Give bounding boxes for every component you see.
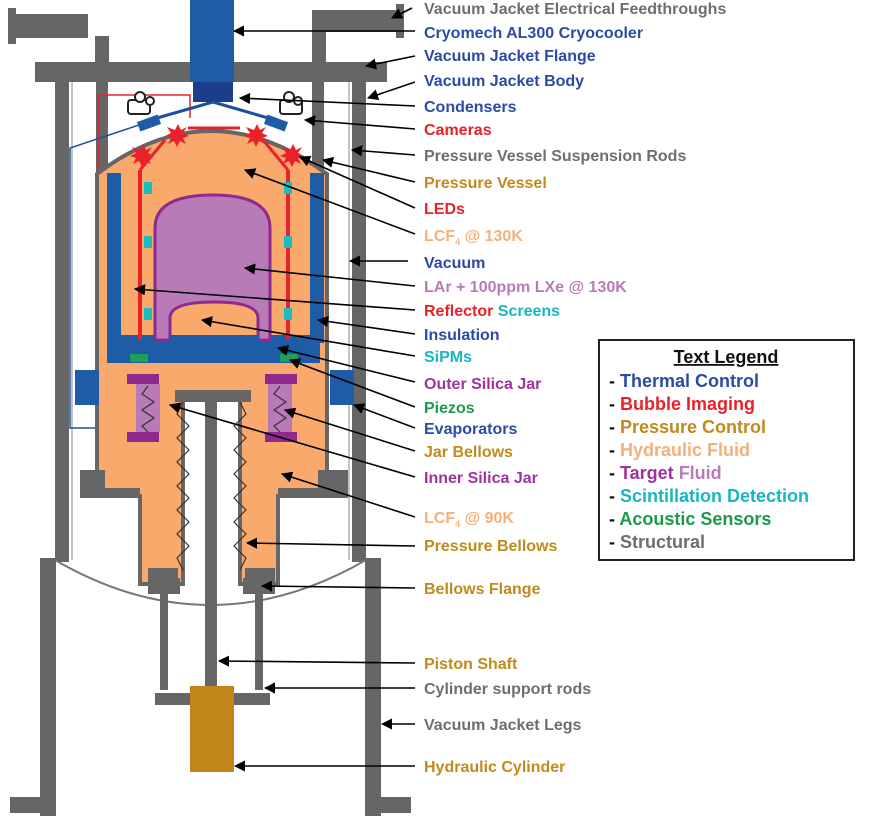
label-cameras: Cameras: [424, 122, 492, 139]
label-cylinder-rods: Cylinder support rods: [424, 681, 591, 698]
label-hydraulic-cylinder: Hydraulic Cylinder: [424, 759, 565, 776]
legend-item-pressure: - Pressure Control: [609, 417, 766, 437]
label-sipms: SiPMs: [424, 349, 472, 366]
label-bellows-flange: Bellows Flange: [424, 581, 541, 598]
label-jacket-body: Vacuum Jacket Body: [424, 73, 584, 90]
pressure-bellows: [176, 401, 247, 571]
legend-item-structural: - Structural: [609, 532, 705, 552]
label-condensers: Condensers: [424, 99, 517, 116]
cryocooler: [149, 0, 276, 122]
leader-arrows: [133, 7, 416, 772]
outer-silica-jar: [153, 193, 272, 363]
jacket-body-left: [55, 82, 69, 562]
label-lcf4-130: LCF4 @ 130K: [424, 228, 523, 247]
label-outer-jar: Outer Silica Jar: [424, 376, 541, 393]
label-suspension-rods: Pressure Vessel Suspension Rods: [424, 148, 686, 165]
label-leds: LEDs: [424, 201, 465, 218]
legend-item-thermal: - Thermal Control: [609, 371, 759, 391]
label-piezos: Piezos: [424, 400, 475, 417]
vacuum-jacket: [8, 4, 411, 816]
suspension-rod-supports: [96, 82, 324, 172]
leds: [130, 124, 304, 167]
label-pressure-vessel: Pressure Vessel: [424, 175, 547, 192]
label-insulation: Insulation: [424, 327, 500, 344]
camera-right: [279, 91, 303, 115]
label-lcf4-90: LCF4 @ 90K: [424, 510, 514, 529]
camera-left: [127, 91, 155, 115]
legend-item-acoustic: - Acoustic Sensors: [609, 509, 771, 529]
bellows-flange-right: [245, 568, 275, 580]
legend-item-imaging: - Bubble Imaging: [609, 394, 755, 414]
legend-title: Text Legend: [674, 347, 779, 367]
jacket-leg-left: [40, 558, 56, 816]
piston-assembly: [155, 390, 270, 772]
condensers: [136, 114, 289, 132]
inner-silica-jar: [168, 300, 260, 342]
label-lar-lxe: LAr + 100ppm LXe @ 130K: [424, 279, 627, 296]
jacket-body-right: [352, 82, 366, 562]
label-cryocooler: Cryomech AL300 Cryocooler: [424, 25, 643, 42]
legend-item-hydraulic: - Hydraulic Fluid: [609, 440, 750, 460]
text-legend: Text Legend - Thermal Control - Bubble I…: [598, 339, 855, 561]
label-evaporators: Evaporators: [424, 421, 517, 438]
label-reflector-screens: Reflector Screens: [424, 303, 560, 320]
piezos: [130, 354, 298, 362]
label-vacuum: Vacuum: [424, 255, 485, 272]
label-pressure-bellows: Pressure Bellows: [424, 538, 558, 555]
label-piston-shaft: Piston Shaft: [424, 656, 518, 673]
bellows-flange-left: [148, 568, 178, 580]
feedthrough-right: [312, 10, 400, 32]
label-inner-jar: Inner Silica Jar: [424, 470, 538, 487]
label-jar-bellows: Jar Bellows: [424, 444, 513, 461]
label-jacket-flange: Vacuum Jacket Flange: [424, 48, 596, 65]
legend-item-target: - Target Fluid: [609, 463, 722, 483]
label-feedthroughs: Vacuum Jacket Electrical Feedthroughs: [424, 1, 726, 18]
labels: Vacuum Jacket Electrical Feedthroughs Cr…: [424, 1, 726, 776]
piston-shaft: [205, 400, 217, 690]
cylinder-rod-left: [160, 594, 168, 690]
feedthrough-left: [8, 14, 88, 38]
hydraulic-cylinder: [190, 686, 234, 772]
jacket-leg-right: [365, 558, 381, 816]
label-jacket-legs: Vacuum Jacket Legs: [424, 717, 582, 734]
legend-item-scint: - Scintillation Detection: [609, 486, 809, 506]
cylinder-rod-right: [255, 594, 263, 690]
